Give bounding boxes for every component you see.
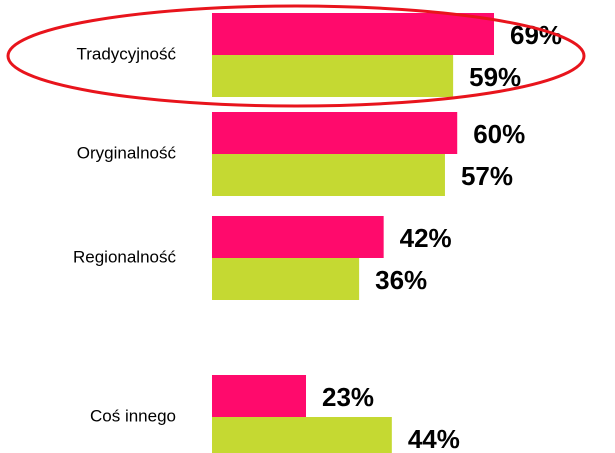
value-label: 57% [461, 161, 513, 191]
value-label: 23% [322, 382, 374, 412]
bar [212, 13, 495, 55]
category-label: Oryginalność [77, 143, 177, 162]
bar [212, 258, 360, 300]
bar [212, 55, 454, 97]
value-label: 42% [400, 223, 452, 253]
category-label: Coś innego [90, 406, 176, 425]
bar [212, 417, 392, 453]
value-label: 44% [408, 424, 460, 453]
highlight-ellipse [6, 4, 586, 108]
category-label: Regionalność [73, 247, 177, 266]
bar [212, 216, 384, 258]
bar [212, 112, 458, 154]
value-label: 36% [375, 265, 427, 295]
value-label: 59% [469, 62, 521, 92]
bar [212, 375, 307, 417]
bar [212, 154, 445, 196]
category-label: Tradycyjność [76, 44, 176, 63]
value-label: 60% [473, 119, 525, 149]
